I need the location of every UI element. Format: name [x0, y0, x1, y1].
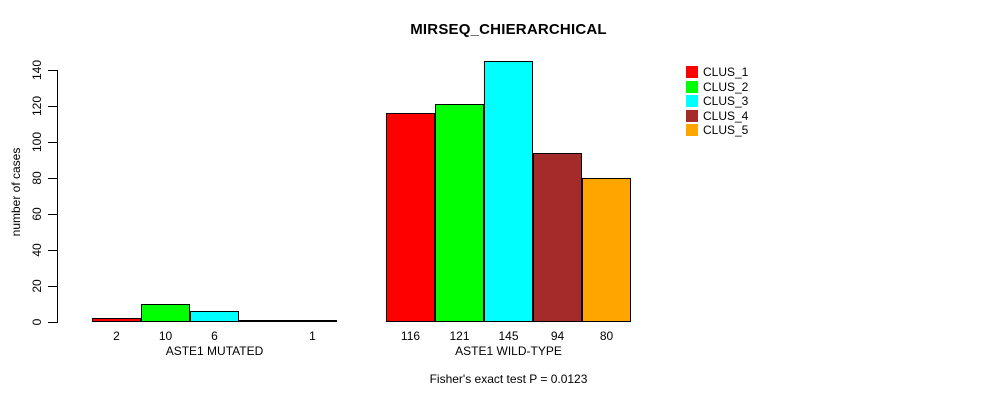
legend-label: CLUS_1	[703, 65, 749, 79]
bar-value-label: 10	[158, 329, 173, 343]
y-tick-mark	[48, 70, 57, 71]
legend-item: CLUS_4	[686, 109, 748, 123]
bar-value-label: 145	[498, 329, 519, 343]
bar-value-label: 121	[449, 329, 470, 343]
y-tick-label: 140	[30, 59, 44, 81]
bar-clus-4	[533, 153, 582, 322]
bar-clus-2	[141, 304, 190, 322]
legend-swatch	[686, 124, 698, 136]
bar-clus-1	[386, 113, 435, 322]
legend-item: CLUS_1	[686, 65, 748, 79]
legend-label: CLUS_3	[703, 94, 749, 108]
y-tick-label: 0	[30, 318, 44, 326]
bar-value-label: 116	[400, 329, 421, 343]
legend-item: CLUS_5	[686, 123, 748, 137]
y-tick-mark	[48, 250, 57, 251]
y-tick-mark	[48, 142, 57, 143]
legend-item: CLUS_2	[686, 80, 748, 94]
y-tick-mark	[48, 178, 57, 179]
y-tick-mark	[48, 214, 57, 215]
y-tick-mark	[48, 322, 57, 323]
bar-clus-3	[190, 311, 239, 322]
bar-value-label: 2	[113, 329, 120, 343]
bar-clus-5	[582, 178, 631, 322]
y-tick-label: 20	[30, 279, 44, 293]
bar-clus-1	[92, 318, 141, 322]
bar-clus-2	[435, 104, 484, 322]
y-tick-label: 80	[30, 171, 44, 185]
y-tick-label: 40	[30, 243, 44, 257]
legend-swatch	[686, 80, 698, 93]
bar-clus-3	[484, 61, 533, 322]
y-tick-label: 100	[30, 131, 44, 153]
legend-label: CLUS_2	[703, 79, 749, 94]
legend-item: CLUS_3	[686, 94, 748, 108]
bar-value-label: 94	[550, 329, 565, 343]
y-axis-line	[57, 70, 58, 323]
y-tick-mark	[48, 286, 57, 287]
bar-value-label: 1	[309, 329, 316, 343]
fisher-test-annotation: Fisher's exact test P = 0.0123	[429, 372, 588, 386]
bar-clus-4	[239, 320, 288, 322]
bar-clus-5	[288, 320, 337, 322]
legend-swatch	[686, 66, 698, 78]
legend-label: CLUS_5	[703, 123, 749, 137]
y-tick-label: 60	[30, 207, 44, 221]
x-axis-group-label: ASTE1 WILD-TYPE	[455, 344, 562, 358]
legend-swatch	[686, 95, 698, 107]
legend-label: CLUS_4	[703, 108, 749, 123]
y-tick-label: 120	[30, 95, 44, 117]
chart-title: MIRSEQ_CHIERARCHICAL	[410, 21, 607, 38]
bar-value-label: 80	[599, 329, 614, 343]
y-tick-mark	[48, 106, 57, 107]
y-axis-label: number of cases	[9, 147, 23, 237]
x-axis-group-label: ASTE1 MUTATED	[165, 344, 264, 358]
legend-swatch	[686, 109, 698, 122]
bar-value-label: 6	[211, 329, 218, 343]
